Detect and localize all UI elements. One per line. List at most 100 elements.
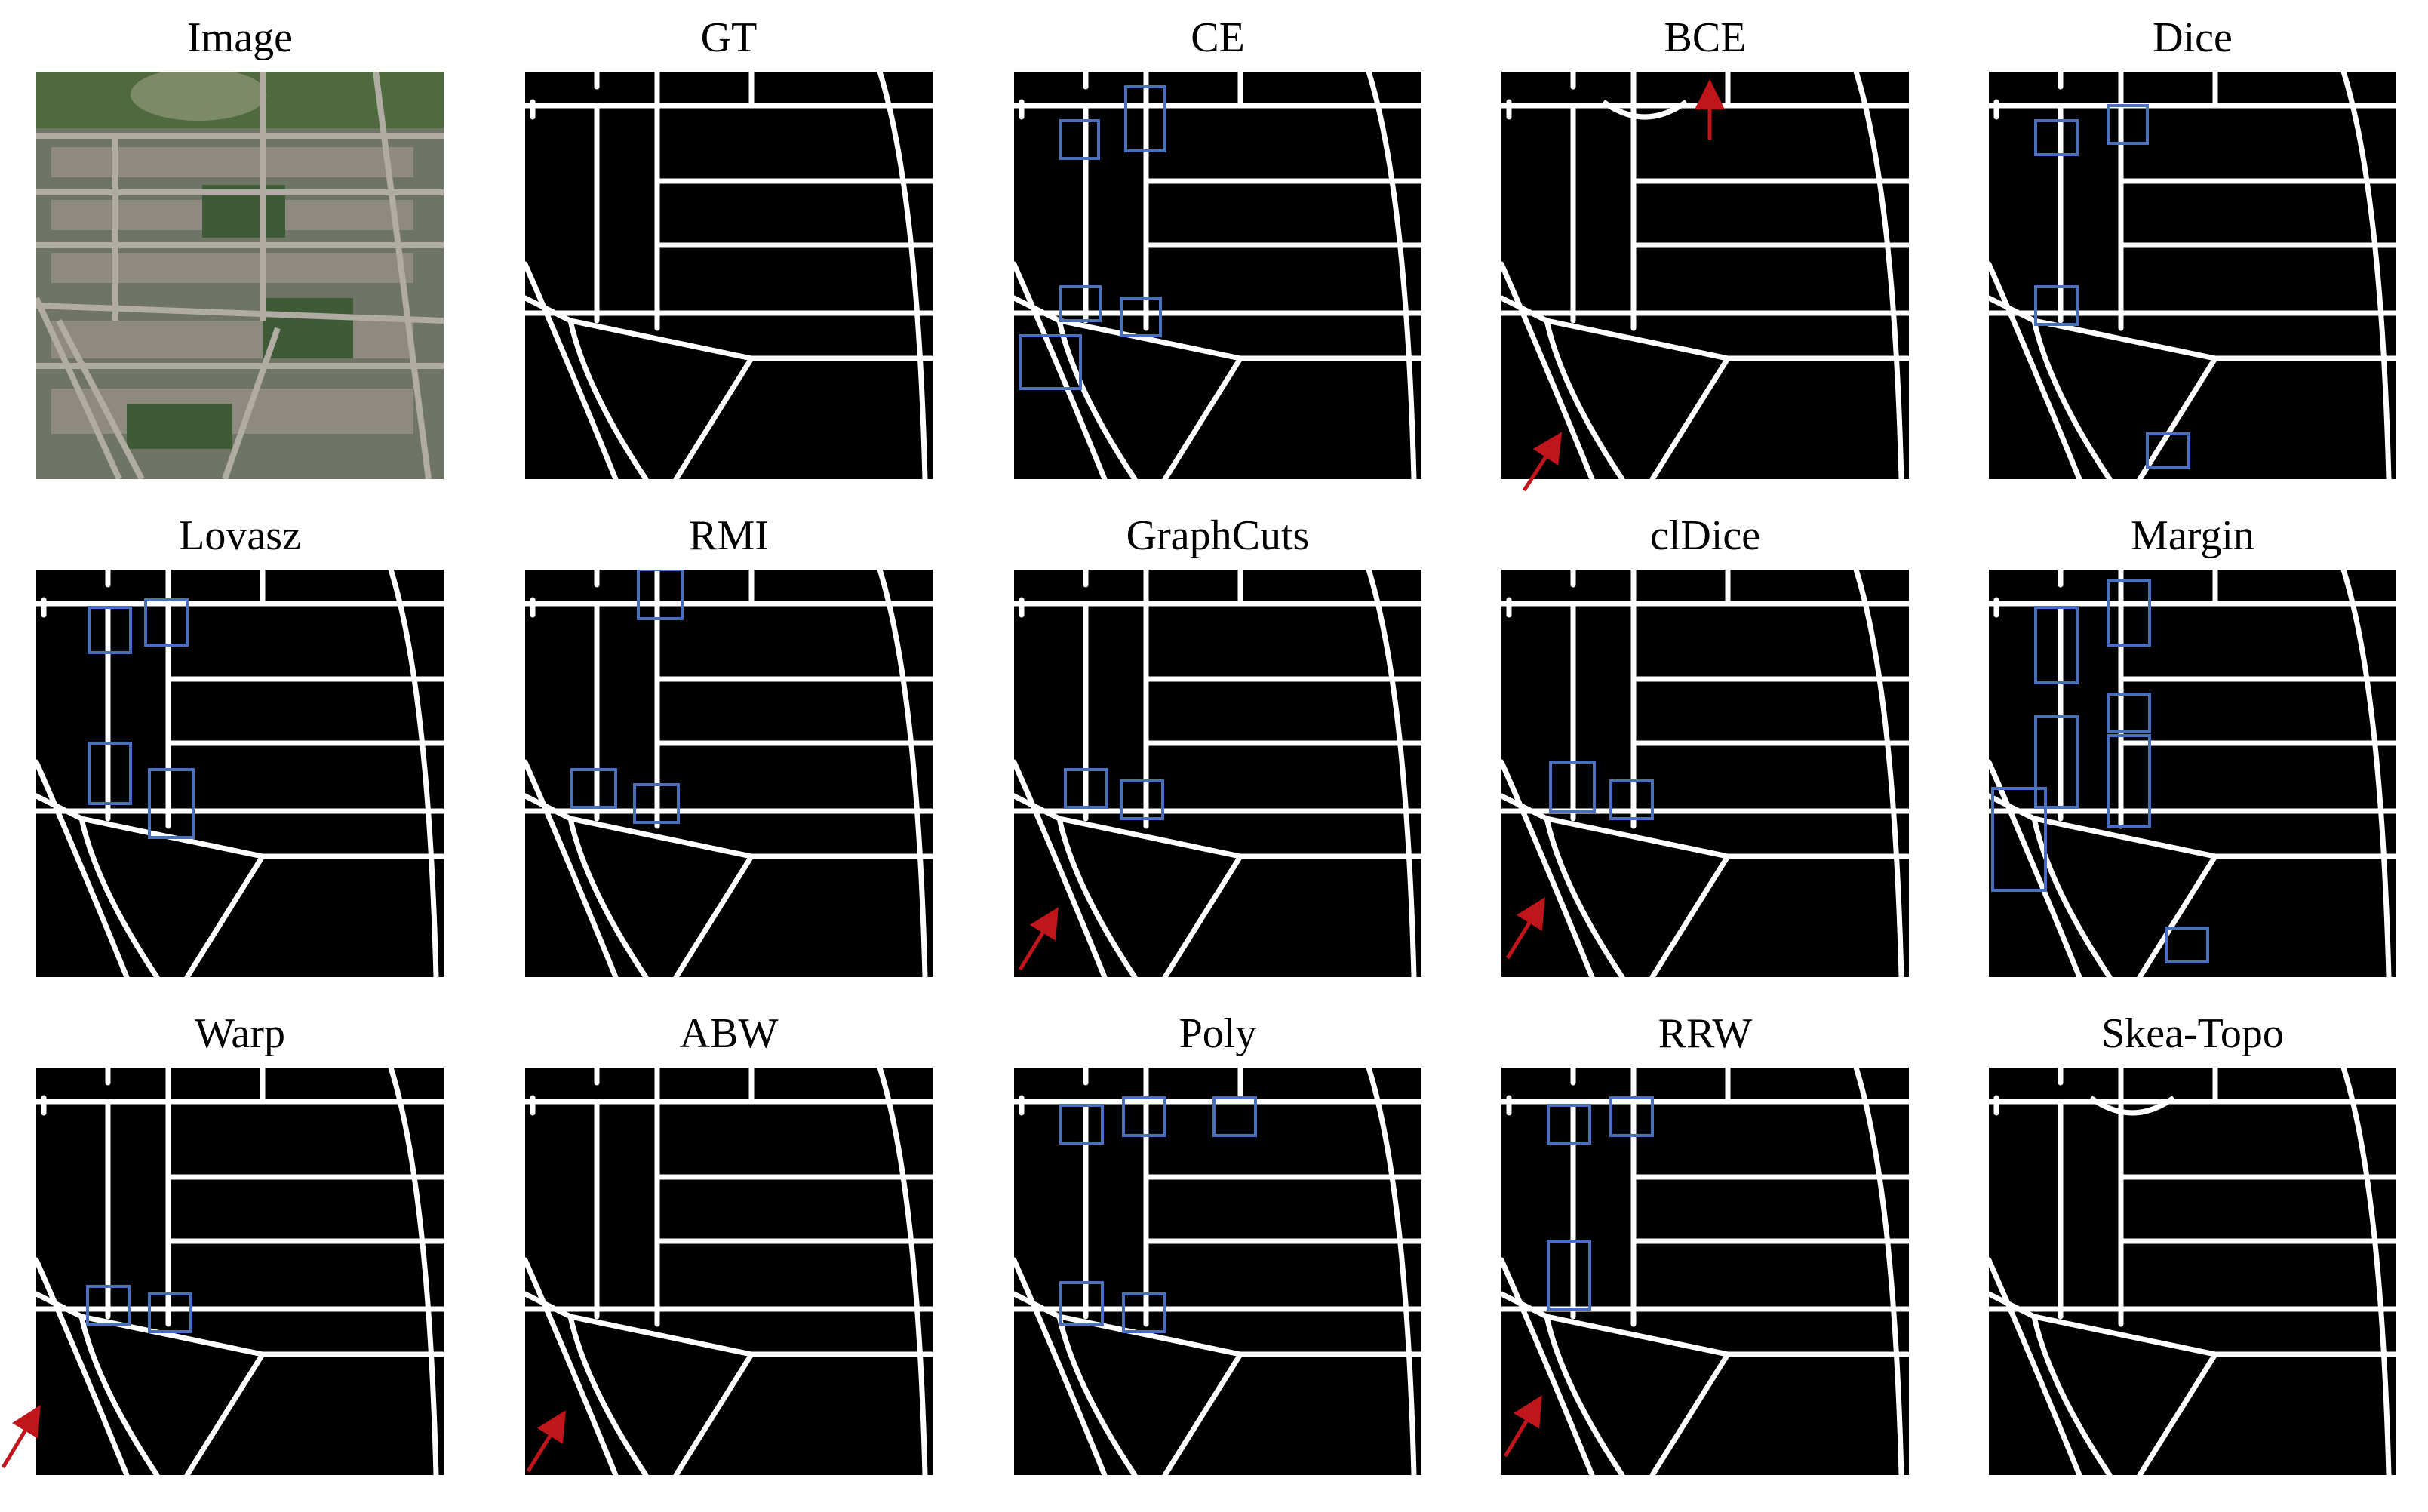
road-segment <box>1544 318 1909 361</box>
road-segment <box>2031 318 2113 479</box>
road-segment <box>78 816 444 859</box>
road-segment <box>673 853 755 977</box>
road-segment <box>1501 261 1595 479</box>
road-segment <box>567 816 649 977</box>
road-segment <box>2031 1314 2113 1475</box>
panel-title: Dice <box>2153 14 2233 61</box>
segmentation-mask <box>1989 570 2396 977</box>
road-segment <box>388 1068 439 1475</box>
road-segment <box>1544 816 1909 859</box>
road-segment <box>1014 1291 1062 1320</box>
road-segment <box>2031 318 2396 361</box>
road-segment <box>1501 295 1550 324</box>
segmentation-mask <box>525 72 933 479</box>
road-segment <box>673 1351 755 1475</box>
panel-title: clDice <box>1649 512 1761 559</box>
road-segment <box>1501 1291 1550 1320</box>
panel-title: Poly <box>1179 1010 1257 1057</box>
segmentation-mask <box>1014 1068 1421 1475</box>
road-segment <box>1014 793 1062 822</box>
road-segment <box>877 570 928 977</box>
road-segment <box>1366 72 1417 479</box>
panel-title: GraphCuts <box>1126 512 1310 559</box>
road-segment <box>1544 318 1625 479</box>
road-segment <box>36 793 85 822</box>
road-segment <box>2031 816 2113 977</box>
panel-title: BCE <box>1664 14 1747 61</box>
highlight-box <box>1059 285 1102 322</box>
road-segment <box>1056 816 1138 977</box>
segmentation-mask <box>1501 72 1909 479</box>
road-segment <box>1544 816 1625 977</box>
segmentation-mask <box>1989 1068 2396 1475</box>
road-segment <box>525 295 573 324</box>
segmentation-mask <box>1014 72 1421 479</box>
panel-title: Skea-Topo <box>2101 1010 2284 1057</box>
road-segment <box>567 318 933 361</box>
road-segment <box>525 759 619 977</box>
road-segment <box>1649 853 1731 977</box>
aerial-image <box>36 72 444 479</box>
segmentation-mask <box>36 1068 444 1475</box>
road-segment <box>1366 1068 1417 1475</box>
road-segment <box>567 1314 933 1357</box>
segmentation-mask <box>36 570 444 977</box>
road-segment <box>36 759 130 977</box>
road-segment <box>877 72 928 479</box>
road-segment <box>567 318 649 479</box>
road-segment <box>525 793 573 822</box>
road-segment <box>1989 1291 2037 1320</box>
panel-title: Warp <box>195 1010 285 1057</box>
road-segment <box>184 853 266 977</box>
segmentation-mask <box>1501 1068 1909 1475</box>
panel-title: RRW <box>1658 1010 1753 1057</box>
road-segment <box>1989 1257 2082 1475</box>
road-segment <box>525 1257 619 1475</box>
road-segment <box>1989 295 2037 324</box>
road-segment <box>1501 793 1550 822</box>
road-segment <box>388 570 439 977</box>
highlight-box <box>1124 85 1166 152</box>
panel-title: RMI <box>689 512 769 559</box>
road-segment <box>1544 1314 1625 1475</box>
road-segment <box>1014 759 1108 977</box>
road-segment <box>1162 355 1243 479</box>
road-segment <box>567 816 933 859</box>
highlight-box <box>1019 334 1082 390</box>
panel-title: CE <box>1191 14 1245 61</box>
road-segment <box>1162 1351 1243 1475</box>
road-segment <box>1014 261 1108 479</box>
road-segment <box>673 355 755 479</box>
road-segment <box>1501 759 1595 977</box>
road-segment <box>1056 1314 1138 1475</box>
panel-title: Lovasz <box>179 512 301 559</box>
road-segment <box>78 816 160 977</box>
road-segment <box>2137 355 2218 479</box>
road-segment <box>1056 816 1421 859</box>
road-segment <box>78 1314 444 1357</box>
panel-title: ABW <box>679 1010 779 1057</box>
road-segment <box>1649 355 1731 479</box>
segmentation-mask <box>525 1068 933 1475</box>
road-segment <box>36 1257 130 1475</box>
road-segment <box>1501 1257 1595 1475</box>
panel-title: Image <box>187 14 293 61</box>
panel-title: GT <box>700 14 758 61</box>
road-segment <box>2340 1068 2392 1475</box>
road-segment <box>2340 72 2392 479</box>
road-segment <box>1853 72 1904 479</box>
aerial-photo <box>36 72 444 479</box>
road-segment <box>1162 853 1243 977</box>
road-segment <box>567 1314 649 1475</box>
road-segment <box>1853 570 1904 977</box>
road-segment <box>1544 1314 1909 1357</box>
road-segment <box>2340 570 2392 977</box>
road-segment <box>877 1068 928 1475</box>
road-segment <box>2031 816 2396 859</box>
road-network <box>525 72 933 479</box>
highlight-box <box>1120 297 1162 337</box>
road-segment <box>1056 1314 1421 1357</box>
segmentation-mask <box>525 570 933 977</box>
road-segment <box>1056 318 1138 479</box>
segmentation-mask <box>1501 570 1909 977</box>
